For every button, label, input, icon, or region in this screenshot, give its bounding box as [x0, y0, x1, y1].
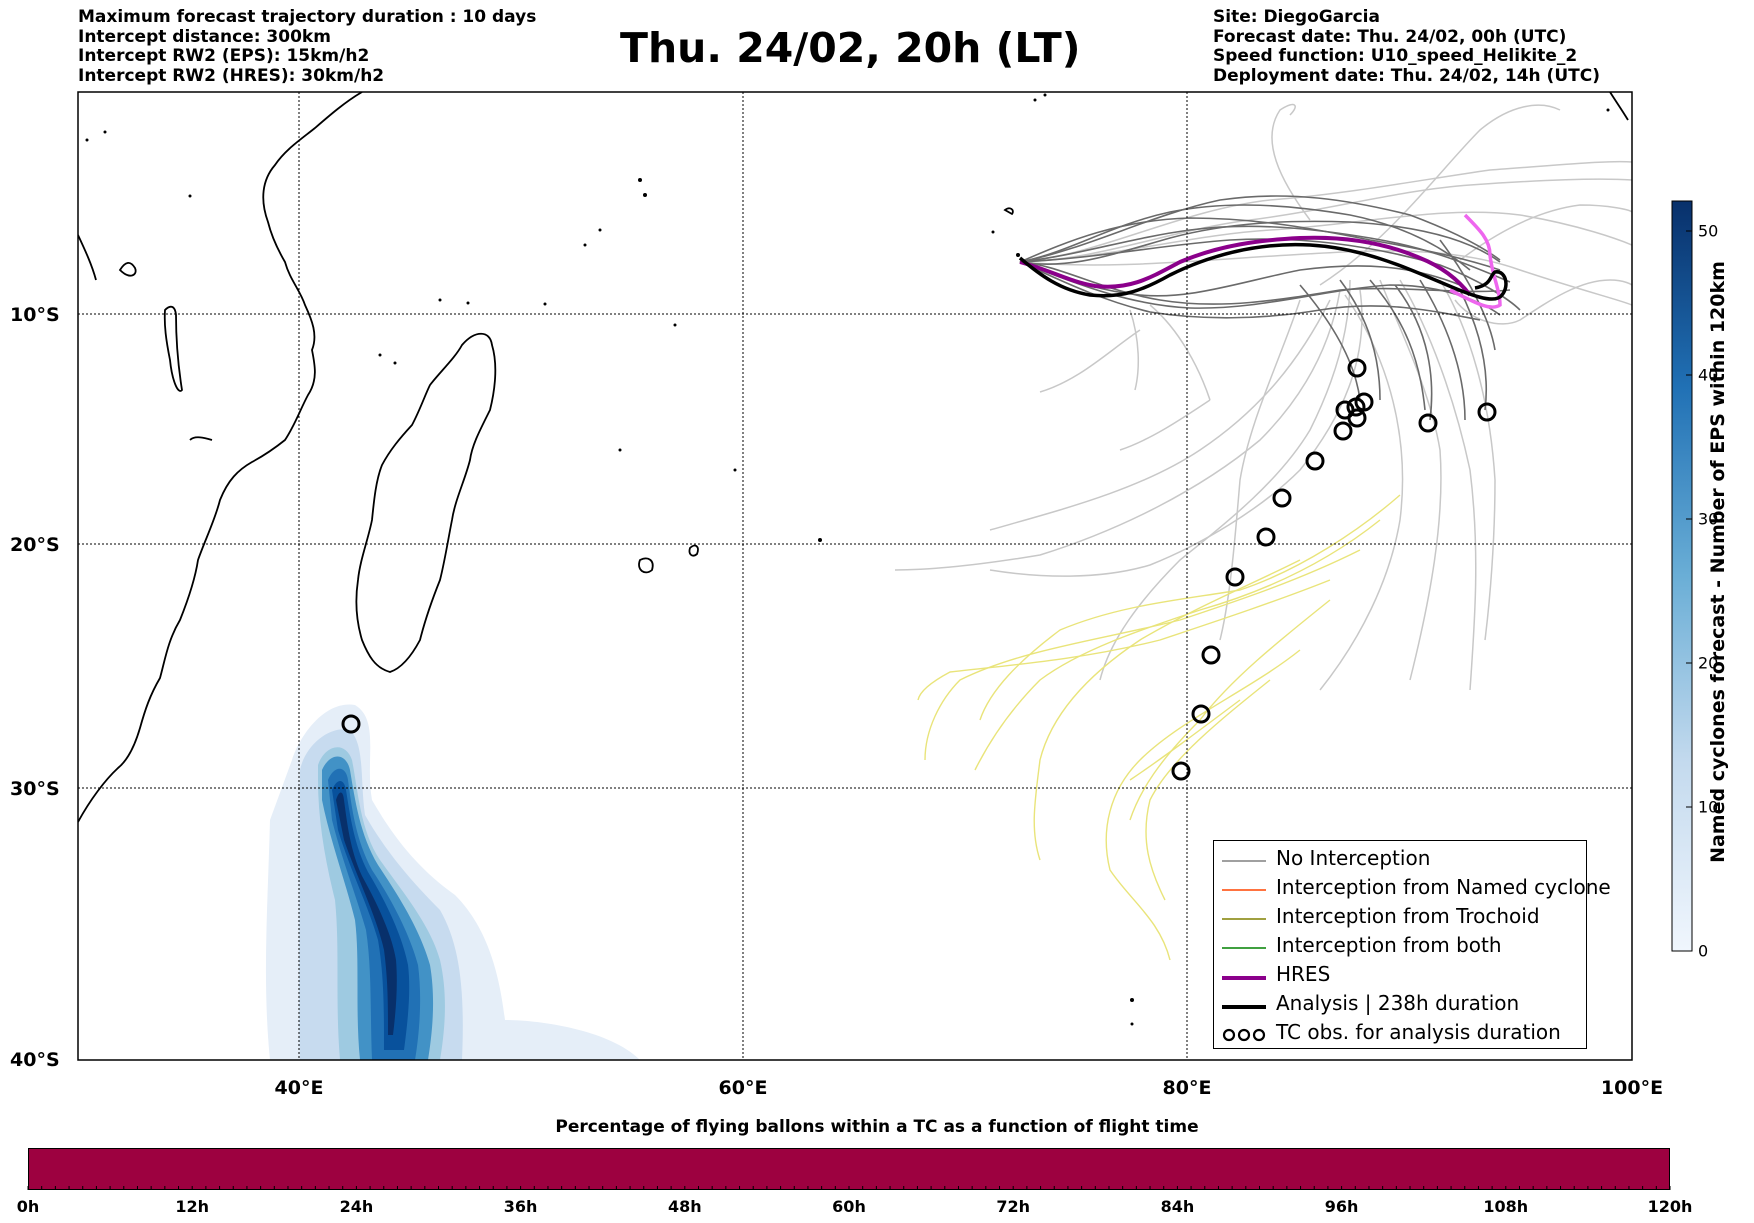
tc-obs-icon: [1333, 421, 1353, 441]
legend-item: TC obs. for analysis duration: [1214, 1020, 1586, 1049]
tc-obs-icon: [1171, 761, 1191, 781]
lon-tick-label: 80°E: [1163, 1077, 1212, 1099]
lat-tick-label: 20°S: [10, 534, 60, 556]
header-left-line: Intercept RW2 (HRES): 30km/h2: [78, 65, 385, 86]
legend-label: No Interception: [1276, 846, 1431, 870]
map-legend: No Interception Interception from Named …: [1213, 840, 1611, 1049]
header-right-line: Forecast date: Thu. 24/02, 00h (UTC): [1213, 26, 1567, 47]
tc-obs-icon: [1222, 1028, 1266, 1042]
colorbar-tick-label: 30: [1698, 509, 1719, 529]
legend-label: Interception from both: [1276, 933, 1502, 957]
colorbar-tick-label: 50: [1698, 221, 1719, 241]
flight-time-tick-label: 0h: [16, 1197, 40, 1216]
tc-obs-icon: [1225, 567, 1245, 587]
flight-time-tick-label: 72h: [996, 1197, 1031, 1216]
tc-obs-icon: [1335, 400, 1355, 420]
header-left-line: Maximum forecast trajectory duration : 1…: [78, 7, 537, 27]
trajectories-light: [894, 103, 1632, 691]
legend-swatch: [1222, 918, 1266, 920]
legend-swatch: [1222, 889, 1266, 891]
tc-obs-icon: [1347, 358, 1367, 378]
flight-time-bar: [28, 1148, 1670, 1190]
colorbar-ticks: [1686, 230, 1692, 952]
header-left-line: Intercept RW2 (EPS): 15km/h2: [78, 46, 370, 66]
header-right-line: Speed function: U10_speed_Helikite_2: [1213, 46, 1578, 66]
lat-tick-label: 30°S: [10, 778, 60, 800]
tc-obs-icon: [1354, 392, 1374, 412]
colorbar-title: Named cyclones forecast - Number of EPS …: [1707, 261, 1729, 863]
legend-label: HRES: [1276, 962, 1331, 986]
header-right-line: Deployment date: Thu. 24/02, 14h (UTC): [1213, 65, 1600, 86]
cyclone-density-plume: [265, 704, 640, 1060]
header-right-line: Site: DiegoGarcia: [1213, 7, 1380, 27]
hres-late-segment: [1449, 213, 1502, 309]
tc-obs-icon: [1201, 645, 1221, 665]
legend-label: TC obs. for analysis duration: [1276, 1020, 1561, 1044]
flight-time-tick-label: 108h: [1483, 1197, 1529, 1216]
colorbar-tick-label: 40: [1698, 365, 1719, 385]
legend-item: Interception from both: [1214, 933, 1586, 962]
flight-time-tick-label: 48h: [667, 1197, 702, 1216]
tc-observations: [341, 358, 1497, 781]
legend-item: Analysis | 238h duration: [1214, 991, 1586, 1020]
trajectories-dark: [1019, 195, 1521, 421]
density-colorbar: [1671, 200, 1693, 952]
legend-item: Interception from Trochoid: [1214, 904, 1586, 933]
lon-tick-label: 100°E: [1601, 1077, 1663, 1099]
tc-obs-icon: [1272, 488, 1292, 508]
flight-time-tick-label: 36h: [503, 1197, 538, 1216]
lat-tick-label: 10°S: [10, 304, 60, 326]
lon-tick-label: 40°E: [275, 1077, 324, 1099]
flight-time-tick-label: 12h: [175, 1197, 210, 1216]
legend-item: No Interception: [1214, 846, 1586, 875]
tc-obs-icon: [1191, 704, 1211, 724]
lon-tick-label: 60°E: [719, 1077, 768, 1099]
map-title: Thu. 24/02, 20h (LT): [620, 24, 1081, 72]
flight-time-tick-label: 84h: [1160, 1197, 1195, 1216]
hres-trajectory: [1019, 235, 1472, 297]
header-left-line: Intercept distance: 300km: [78, 26, 331, 47]
flight-time-tick-label: 60h: [832, 1197, 866, 1216]
flight-time-bar-title: Percentage of flying ballons within a TC…: [555, 1117, 1199, 1137]
small-islands: [85, 93, 1610, 1026]
colorbar-tick-label: 20: [1698, 653, 1719, 673]
trajectories-trochoid: [917, 494, 1401, 961]
tc-obs-icon: [341, 714, 361, 734]
legend-label: Analysis | 238h duration: [1276, 991, 1520, 1015]
legend-label: Interception from Trochoid: [1276, 904, 1540, 928]
map-gridlines: [78, 92, 1632, 1060]
colorbar-tick-label: 10: [1698, 797, 1719, 817]
header-right-info: Site: DiegoGarcia Forecast date: Thu. 24…: [1213, 7, 1600, 86]
coastlines: [78, 92, 1629, 823]
flight-time-tick-label: 96h: [1324, 1197, 1359, 1216]
legend-swatch: [1222, 947, 1266, 949]
legend-swatch: [1222, 976, 1266, 980]
tc-obs-icon: [1418, 413, 1438, 433]
tc-obs-icon: [1477, 402, 1497, 422]
legend-swatch: [1222, 860, 1266, 862]
header-left-info: Maximum forecast trajectory duration : 1…: [78, 7, 537, 86]
tc-obs-icon: [1256, 527, 1276, 547]
tc-obs-icon: [1305, 451, 1325, 471]
flight-time-tick-label: 24h: [339, 1197, 374, 1216]
legend-item: HRES: [1214, 962, 1586, 991]
flight-time-tick-label: 120h: [1647, 1197, 1693, 1216]
colorbar-tick-label: 0: [1698, 941, 1709, 961]
legend-item: Interception from Named cyclone: [1214, 875, 1611, 904]
legend-swatch: [1222, 1005, 1266, 1009]
analysis-trajectory: [1018, 242, 1508, 301]
lat-tick-label: 40°S: [10, 1049, 60, 1071]
map-frame: [77, 91, 1633, 1061]
legend-label: Interception from Named cyclone: [1276, 875, 1611, 899]
